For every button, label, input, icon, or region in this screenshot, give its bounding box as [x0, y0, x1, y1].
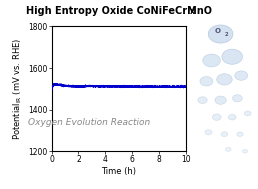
Text: O: O: [215, 28, 221, 34]
Text: High Entropy Oxide CoNiFeCrMnO: High Entropy Oxide CoNiFeCrMnO: [26, 6, 212, 16]
Text: 2: 2: [225, 32, 229, 36]
Y-axis label: Potential$_\mathregular{IR}$ (mV vs. RHE): Potential$_\mathregular{IR}$ (mV vs. RHE…: [11, 38, 24, 140]
Text: x: x: [190, 7, 195, 16]
X-axis label: Time (h): Time (h): [101, 167, 136, 176]
Text: Oxygen Evolution Reaction: Oxygen Evolution Reaction: [28, 118, 150, 127]
